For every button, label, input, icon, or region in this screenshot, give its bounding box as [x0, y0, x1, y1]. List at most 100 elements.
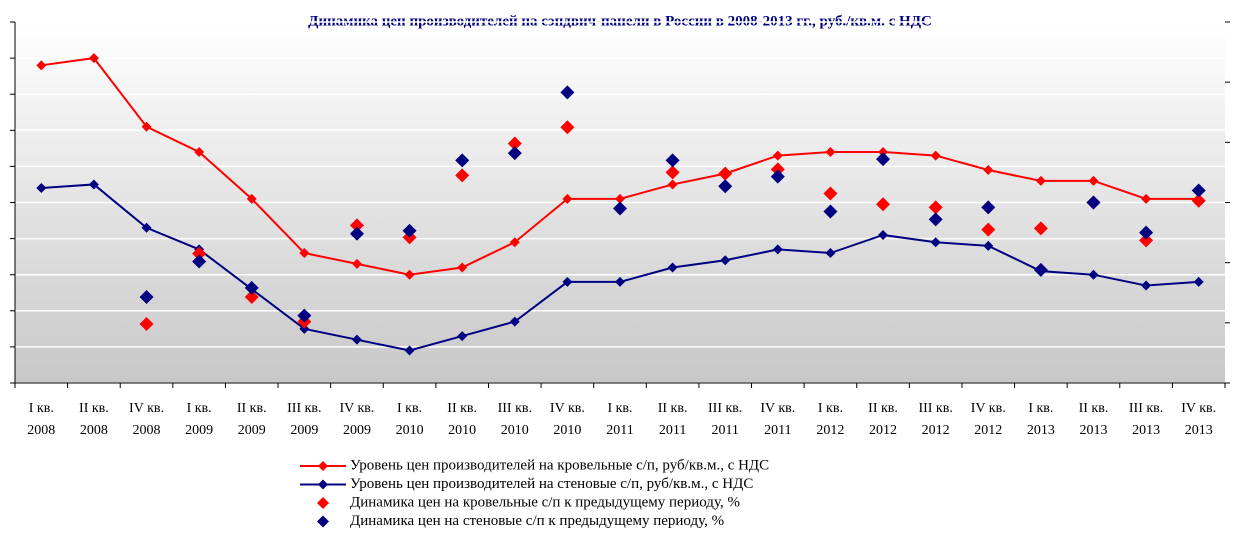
line-marker	[1035, 175, 1046, 186]
x-tick-label: IV кв. 2012	[970, 401, 1006, 438]
x-tick-label: II кв. 2010	[447, 401, 478, 438]
point	[770, 162, 785, 177]
point	[1033, 221, 1048, 236]
line-marker	[772, 244, 783, 255]
legend-label: Динамика цен на стеновые с/п к предыдуще…	[350, 513, 724, 529]
x-tick-label: III кв. 2011	[708, 401, 743, 438]
x-tick-label: III кв. 2013	[1128, 401, 1164, 438]
point	[1139, 233, 1154, 248]
line-marker	[457, 331, 468, 342]
line-marker	[1193, 276, 1204, 287]
point	[928, 212, 943, 227]
line-marker	[562, 276, 573, 287]
x-tick-label: I кв. 2013	[1026, 401, 1055, 438]
point	[981, 200, 996, 215]
line-marker	[878, 146, 889, 157]
legend-marker	[317, 515, 329, 528]
line-marker	[404, 345, 415, 356]
line-marker	[1088, 269, 1099, 280]
line-marker	[720, 255, 731, 266]
legend-marker	[318, 479, 328, 490]
x-tick-label: II кв. 2013	[1078, 401, 1109, 438]
point	[244, 280, 259, 295]
line-marker	[930, 237, 941, 248]
point	[823, 204, 838, 219]
line-marker	[36, 183, 47, 194]
x-tick-label: I кв. 2012	[816, 401, 845, 438]
x-tick-label: I кв. 2008	[27, 401, 56, 438]
point	[349, 226, 364, 241]
point	[507, 136, 522, 151]
point	[1033, 262, 1048, 277]
point	[139, 289, 154, 304]
point	[1191, 193, 1206, 208]
line-marker	[1088, 175, 1099, 186]
legend-marker	[317, 497, 329, 509]
line-marker	[983, 240, 994, 251]
point	[876, 197, 891, 212]
x-tick-label: II кв. 2012	[868, 401, 898, 438]
x-tick-label: III кв. 2012	[918, 401, 953, 438]
x-tick-label: II кв. 2008	[79, 401, 109, 438]
point	[876, 152, 891, 167]
x-tick-label: II кв. 2009	[236, 401, 267, 438]
x-tick-label: II кв. 2011	[657, 401, 688, 438]
point	[1086, 195, 1101, 210]
point	[665, 153, 680, 168]
point	[402, 223, 417, 238]
line-marker	[88, 53, 99, 64]
line-marker	[825, 146, 836, 157]
point	[455, 168, 470, 183]
point	[455, 153, 470, 168]
line-marker	[299, 248, 310, 259]
x-tick-label: III кв. 2010	[497, 401, 532, 438]
point	[1139, 225, 1154, 240]
line-marker	[878, 229, 889, 240]
line-marker	[194, 146, 205, 157]
line-marker	[667, 262, 678, 273]
point	[192, 246, 207, 261]
legend-label: Уровень цен производителей на стеновые с…	[350, 476, 753, 492]
line-marker	[299, 323, 310, 334]
line-marker	[930, 150, 941, 161]
point	[1191, 183, 1206, 198]
x-tick-label: I кв. 2009	[185, 401, 214, 438]
point	[297, 308, 312, 323]
line-marker	[509, 316, 520, 327]
line-marker	[509, 237, 520, 248]
x-tick-label: IV кв. 2009	[339, 401, 375, 438]
x-tick-label: IV кв. 2013	[1181, 401, 1217, 438]
line-marker	[141, 121, 152, 132]
point	[718, 179, 733, 194]
point	[244, 289, 259, 304]
x-tick-label: IV кв. 2011	[760, 401, 796, 438]
x-tick-label: IV кв. 2008	[129, 401, 164, 438]
line-marker	[562, 193, 573, 204]
point	[139, 317, 154, 332]
legend-label: Уровень цен производителей на кровельные…	[350, 457, 769, 473]
line-marker	[351, 334, 362, 345]
point	[770, 169, 785, 184]
legend-label: Динамика цен на кровельные с/п к предыду…	[350, 494, 740, 510]
line-marker	[36, 60, 47, 71]
line-marker	[88, 179, 99, 190]
x-tick-label: IV кв. 2010	[549, 401, 585, 438]
point	[507, 146, 522, 161]
legend-marker	[318, 461, 328, 471]
point	[981, 222, 996, 237]
line-marker	[825, 248, 836, 259]
line-marker	[615, 193, 625, 204]
x-tick-label: I кв. 2010	[395, 401, 424, 438]
point	[192, 254, 207, 269]
point	[560, 120, 575, 135]
line-marker	[246, 193, 257, 204]
line-marker	[772, 150, 783, 161]
line-marker	[351, 258, 362, 269]
point	[665, 165, 680, 180]
x-tick-label: I кв. 2011	[606, 401, 634, 438]
point	[928, 200, 943, 215]
line-marker	[457, 262, 468, 273]
line-marker	[667, 179, 678, 190]
